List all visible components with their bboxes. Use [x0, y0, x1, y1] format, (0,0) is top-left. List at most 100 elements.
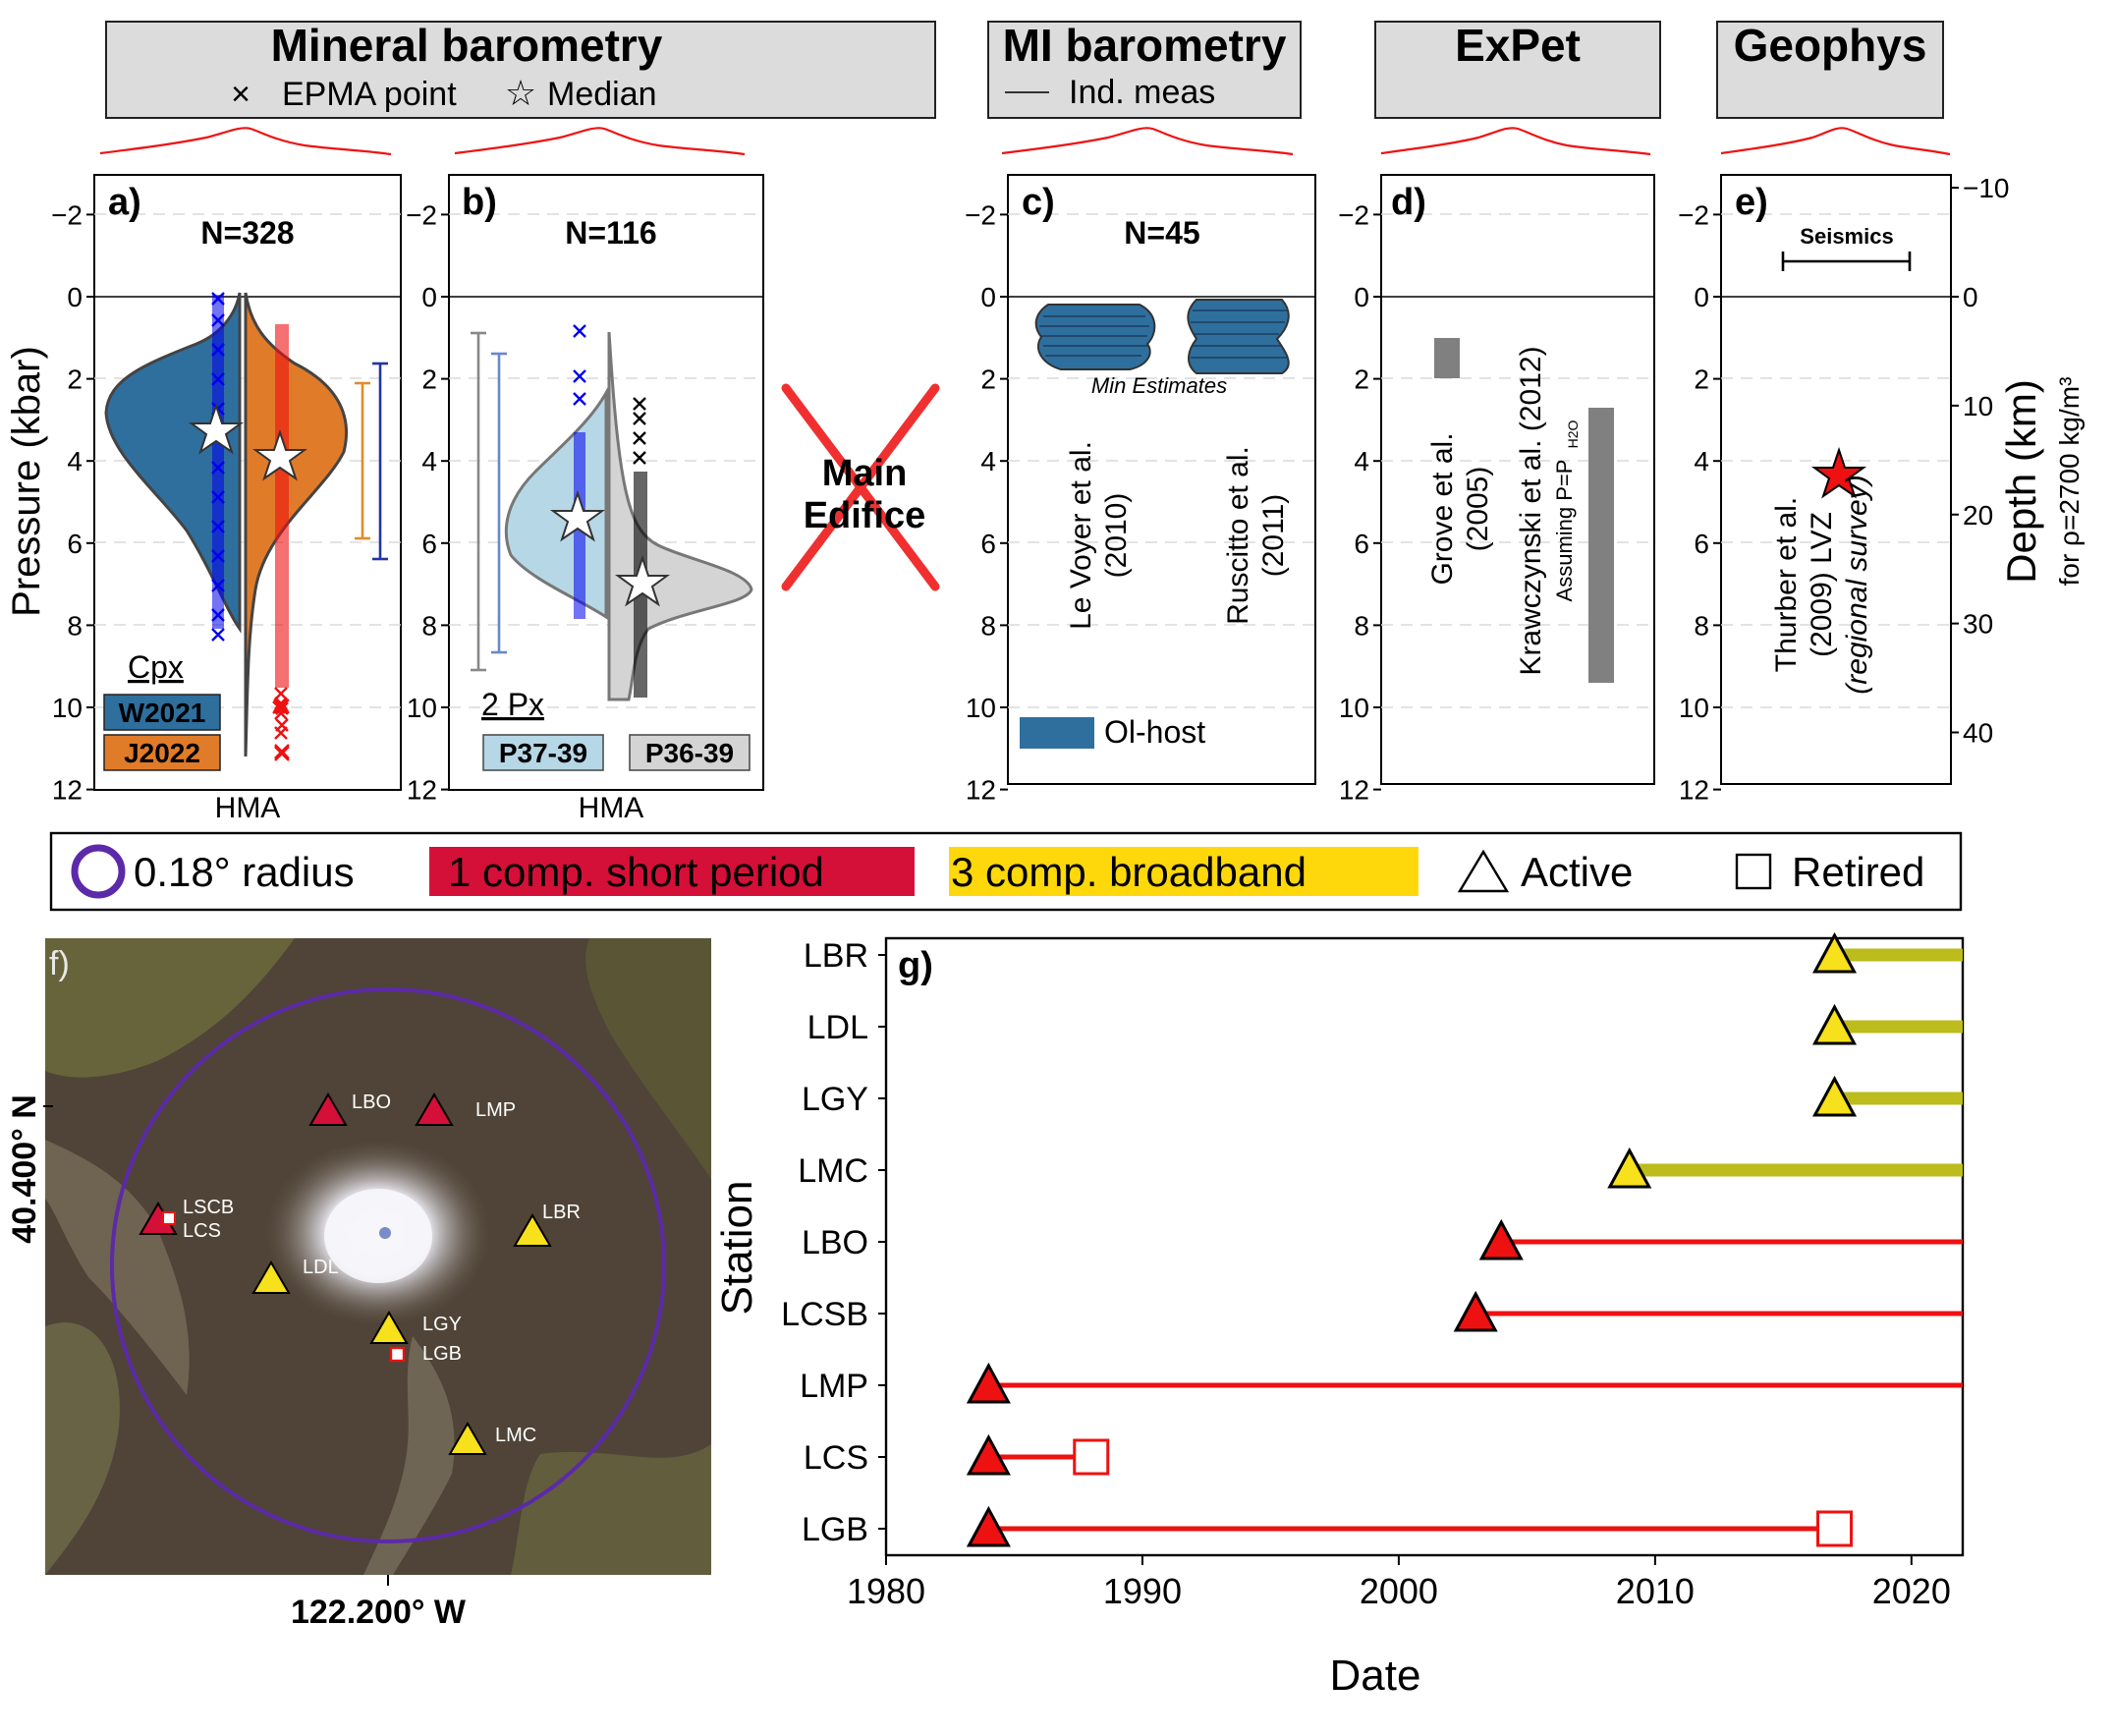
depth-tick-label: 30 — [1963, 609, 1993, 640]
station-label-ldl: LDL — [303, 1257, 339, 1278]
panel-c-ref1-line1: Le Voyer et al. — [1065, 441, 1097, 630]
pressure-tick-label: 2 — [1354, 364, 1369, 395]
main-edifice-line2: Edifice — [804, 495, 926, 536]
legend-short: 1 comp. short period — [448, 849, 824, 895]
depth-tick-label: −10 — [1963, 173, 2010, 203]
star-marker-icon: ☆ — [505, 73, 536, 113]
pressure-tick-label: −2 — [965, 199, 996, 230]
timeline-ytick-label: LDL — [807, 1009, 868, 1046]
station-label-lgb: LGB — [422, 1343, 462, 1365]
pressure-axis-e: −2 0 2 4 6 8 10 12 — [1678, 199, 1721, 806]
timeline-panel-label: g) — [898, 945, 933, 986]
panel-b-label: b) — [462, 182, 497, 223]
station-legend: 0.18° radius 1 comp. short period 3 comp… — [49, 831, 1963, 912]
a-red-points — [272, 324, 289, 759]
panel-a: a) N=328 Cpx W2021 J2022 HMA — [93, 174, 402, 824]
pressure-tick-label: −2 — [1338, 199, 1369, 230]
header-geophys-title: Geophys — [1734, 20, 1927, 71]
header-mi-title: MI barometry — [1003, 20, 1287, 71]
panel-d-ref2-sub: Assuming P=P — [1552, 460, 1577, 602]
header-geophys: Geophys — [1716, 20, 1944, 119]
pressure-tick-label: 8 — [1694, 610, 1709, 641]
header-mi: MI barometry Ind. meas — [987, 20, 1302, 119]
pressure-tick-label: 4 — [1354, 446, 1369, 476]
pressure-tick-label: 10 — [1679, 693, 1709, 723]
pressure-tick-label: 4 — [421, 446, 437, 476]
timeline-start-lcs — [966, 1433, 1011, 1476]
timeline-ytick-label: LBR — [804, 937, 868, 975]
panel-c-n: N=45 — [1124, 215, 1199, 251]
pressure-axis-b: −2 0 2 4 6 8 10 12 — [406, 199, 449, 806]
timeline-start-ldl — [1812, 1003, 1858, 1045]
map-lat: 40.400° N — [6, 1094, 43, 1244]
depth-axis: −10 0 10 20 30 40 — [1951, 173, 2010, 749]
panel-a-xtick: HMA — [215, 792, 281, 824]
panel-c-ref2-line1: Ruscitto et al. — [1222, 446, 1254, 625]
pressure-tick-label: 6 — [67, 529, 83, 559]
timeline-start-lbo — [1478, 1218, 1524, 1260]
timeline-ytick-label: LMP — [800, 1368, 868, 1405]
station-label-lmc: LMC — [495, 1425, 536, 1446]
panel-e: Seismics e) Thurber et al. (2009) LVZ (r… — [1720, 174, 1952, 785]
pressure-tick-label: 6 — [1354, 529, 1369, 559]
timeline-xtick-label: 2000 — [1360, 1571, 1438, 1611]
panel-c-min-note: Min Estimates — [1091, 373, 1227, 398]
pressure-tick-label: 8 — [980, 610, 996, 641]
panel-b-legend-p3639: P36-39 — [645, 738, 734, 768]
timeline-retired-lgb — [1816, 1510, 1854, 1547]
station-label-lbo: LBO — [352, 1092, 391, 1113]
pressure-tick-label: 10 — [407, 693, 437, 723]
depth-tick-label: 40 — [1963, 718, 1993, 749]
panel-c-label: c) — [1022, 182, 1055, 223]
pressure-tick-label: 8 — [1354, 610, 1369, 641]
triangle-icon — [1457, 849, 1510, 893]
timeline-ytick-label: LGY — [802, 1081, 868, 1118]
radius-circle — [110, 987, 666, 1543]
pressure-tick-label: 6 — [1694, 529, 1709, 559]
header-mineral-title: Mineral barometry — [271, 20, 663, 71]
pressure-tick-label: 0 — [67, 282, 83, 312]
station-label-lgy: LGY — [422, 1314, 462, 1335]
timeline-start-lcsb — [1453, 1290, 1498, 1332]
timeline-retired-lcs — [1073, 1438, 1110, 1476]
panel-a-legend-w2021: W2021 — [119, 698, 206, 728]
timeline-xtick-label: 2010 — [1616, 1571, 1695, 1611]
panel-d: d) Grove et al. (2005) Krawczynski et al… — [1380, 174, 1655, 785]
pressure-axis-d: −2 0 2 4 6 8 10 12 — [1338, 199, 1381, 806]
pressure-tick-label: 4 — [67, 446, 83, 476]
panel-c: c) N=45 Min Estimates Le Voyer et al. (2… — [1007, 174, 1316, 785]
timeline-start-lgb — [966, 1505, 1011, 1547]
panel-a-label: a) — [108, 182, 141, 223]
timeline-xlabel: Date — [1330, 1652, 1421, 1700]
legend-circle: 0.18° radius — [134, 849, 355, 895]
pressure-tick-label: 6 — [421, 529, 437, 559]
pressure-tick-label: 2 — [421, 364, 437, 395]
main-edifice-line1: Main — [822, 453, 908, 494]
panel-b-legend-p3739: P37-39 — [499, 738, 587, 768]
radius-circle-icon — [71, 844, 126, 899]
map-panel: f) LBO LMP LSCB LCS LBR LDL LGY LGB LMC — [45, 938, 711, 1575]
timeline-ytick-label: LMC — [798, 1152, 868, 1190]
legend-broad: 3 comp. broadband — [951, 849, 1307, 895]
pressure-tick-label: 10 — [966, 693, 996, 723]
panel-d-ref1-line1: Grove et al. — [1426, 432, 1459, 585]
panel-b-xtick: HMA — [579, 792, 644, 824]
panel-a-n: N=328 — [200, 215, 294, 251]
timeline-start-lbr — [1812, 931, 1858, 974]
pressure-tick-label: 2 — [980, 364, 996, 395]
pressure-tick-label: −2 — [406, 199, 437, 230]
timeline-ytick-label: LCS — [804, 1439, 868, 1477]
pressure-tick-label: 0 — [980, 282, 996, 312]
header-mineral-median: Median — [547, 76, 657, 113]
depth-sublabel: for ρ=2700 kg/m³ — [2054, 377, 2085, 587]
panel-d-ref2-subscript: H2O — [1565, 420, 1581, 449]
pressure-tick-label: 12 — [1679, 775, 1709, 806]
header-expet: ExPet — [1374, 20, 1661, 119]
panel-b: b) N=116 2 Px P37-39 P36-39 HMA — [448, 174, 764, 824]
header-mineral: Mineral barometry × EPMA point ☆ Median — [105, 20, 936, 119]
panel-c-legend: Ol-host — [1104, 714, 1205, 750]
panel-c-ref1-line2: (2010) — [1100, 493, 1133, 579]
pressure-tick-label: 0 — [1354, 282, 1369, 312]
panel-b-n: N=116 — [565, 215, 656, 251]
panel-e-ref-line3: (regional survey) — [1841, 475, 1873, 694]
